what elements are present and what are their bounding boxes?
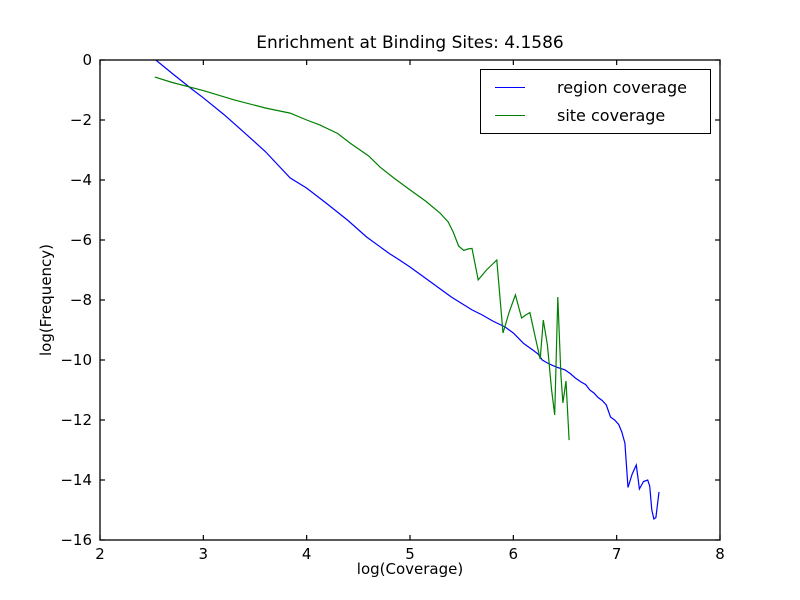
- x-axis-label: log(Coverage): [356, 560, 464, 578]
- y-tick-label: −12: [60, 411, 92, 429]
- region-coverage-line-swatch: [495, 86, 525, 88]
- y-tick-label: −8: [69, 291, 92, 309]
- y-tick-label: −6: [69, 231, 92, 249]
- x-tick-label: 5: [405, 545, 415, 563]
- x-tick-label: 8: [715, 545, 725, 563]
- x-tick-label: 7: [611, 545, 622, 563]
- axes-frame: [99, 59, 721, 541]
- x-tick-label: 3: [198, 545, 209, 563]
- x-tick-label: 2: [95, 545, 105, 563]
- site-coverage-line-swatch: [495, 115, 525, 117]
- legend-label: site coverage: [557, 106, 666, 126]
- y-tick-label: −16: [60, 531, 92, 549]
- y-tick-label: 0: [82, 51, 92, 69]
- legend-item-site-coverage: site coverage: [481, 103, 710, 129]
- legend-item-region-coverage: region coverage: [481, 74, 710, 100]
- region-coverage-line: [155, 60, 660, 521]
- x-tick-label: 4: [301, 545, 312, 563]
- y-tick-label: −4: [69, 171, 92, 189]
- y-tick-label: −2: [69, 111, 92, 129]
- chart-title: Enrichment at Binding Sites: 4.1586: [256, 33, 564, 53]
- legend-label: region coverage: [557, 77, 687, 97]
- x-tick-label: 6: [508, 545, 519, 563]
- y-tick-label: −10: [60, 351, 92, 369]
- legend: region coverage site coverage: [480, 69, 711, 134]
- data-lines: [154, 60, 660, 521]
- site-coverage-line: [154, 76, 570, 441]
- y-tick-label: −14: [60, 471, 92, 489]
